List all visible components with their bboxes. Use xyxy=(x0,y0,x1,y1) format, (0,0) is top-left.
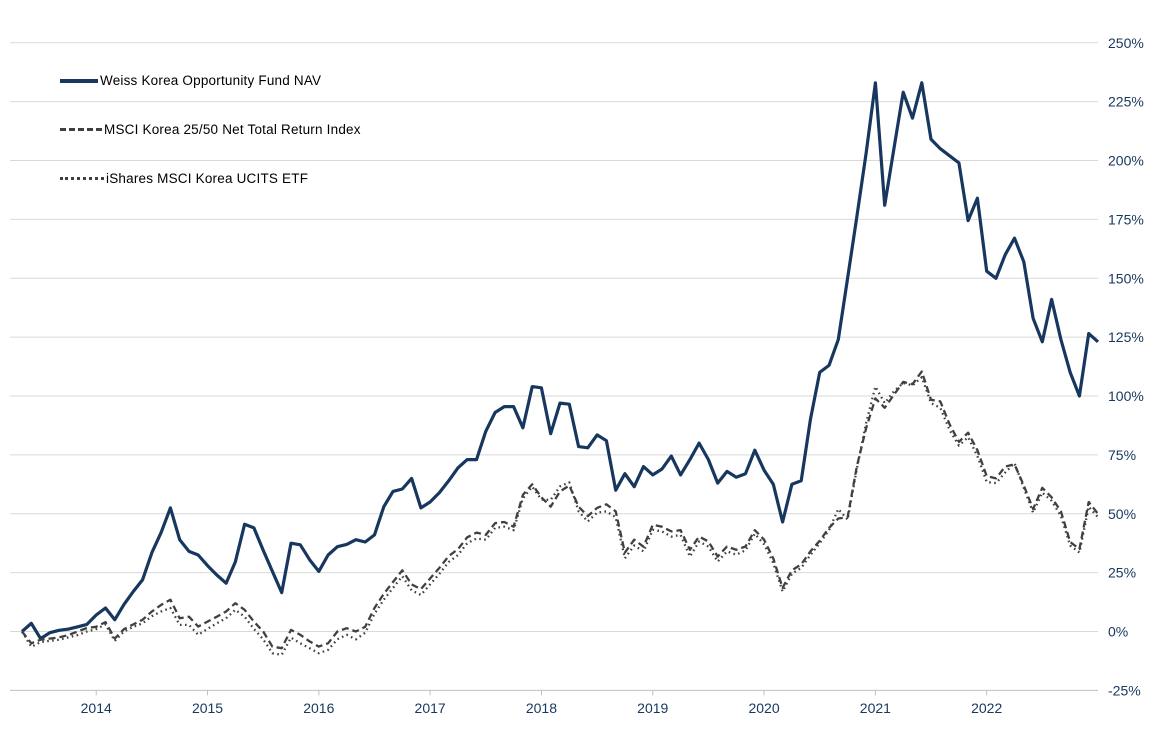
x-axis-label-2021: 2021 xyxy=(860,700,891,716)
series-line-ishares-etf xyxy=(21,376,1099,656)
y-axis-label-75%: 75% xyxy=(1108,447,1136,463)
y-axis-label-150%: 150% xyxy=(1108,270,1144,286)
x-axis-label-2018: 2018 xyxy=(526,700,557,716)
series-line-weiss-nav xyxy=(20,81,1100,641)
x-axis-label-2017: 2017 xyxy=(415,700,446,716)
y-axis-label-50%: 50% xyxy=(1108,506,1136,522)
chart-legend: Weiss Korea Opportunity Fund NAV MSCI Ko… xyxy=(60,70,361,189)
series-line-msci-index xyxy=(21,370,1099,650)
y-axis-label-175%: 175% xyxy=(1108,211,1144,227)
y-axis-label-225%: 225% xyxy=(1108,94,1144,110)
x-axis-label-2020: 2020 xyxy=(748,700,779,716)
legend-dashed-line-sample xyxy=(60,128,102,131)
x-axis-label-2014: 2014 xyxy=(81,700,112,716)
legend-item-msci-index: MSCI Korea 25/50 Net Total Return Index xyxy=(60,119,361,140)
x-axis-label-2022: 2022 xyxy=(971,700,1002,716)
x-axis-label-2016: 2016 xyxy=(303,700,334,716)
legend-solid-line-sample xyxy=(60,78,98,83)
y-axis-label-250%: 250% xyxy=(1108,35,1144,51)
legend-label-weiss-nav: Weiss Korea Opportunity Fund NAV xyxy=(100,73,322,88)
legend-label-ishares-etf: iShares MSCI Korea UCITS ETF xyxy=(106,171,309,186)
y-axis-label-0%: 0% xyxy=(1108,624,1128,640)
x-axis-label-2019: 2019 xyxy=(637,700,668,716)
legend-item-weiss-nav: Weiss Korea Opportunity Fund NAV xyxy=(60,70,361,91)
y-axis-label-25%: 25% xyxy=(1108,565,1136,581)
y-axis-label--25%: -25% xyxy=(1108,682,1141,698)
y-axis-label-100%: 100% xyxy=(1108,388,1144,404)
y-axis-label-200%: 200% xyxy=(1108,153,1144,169)
legend-item-ishares-etf: iShares MSCI Korea UCITS ETF xyxy=(60,168,361,189)
x-axis-label-2015: 2015 xyxy=(192,700,223,716)
legend-dotted-line-sample xyxy=(60,177,104,180)
y-axis-label-125%: 125% xyxy=(1108,329,1144,345)
legend-label-msci-index: MSCI Korea 25/50 Net Total Return Index xyxy=(104,122,361,137)
